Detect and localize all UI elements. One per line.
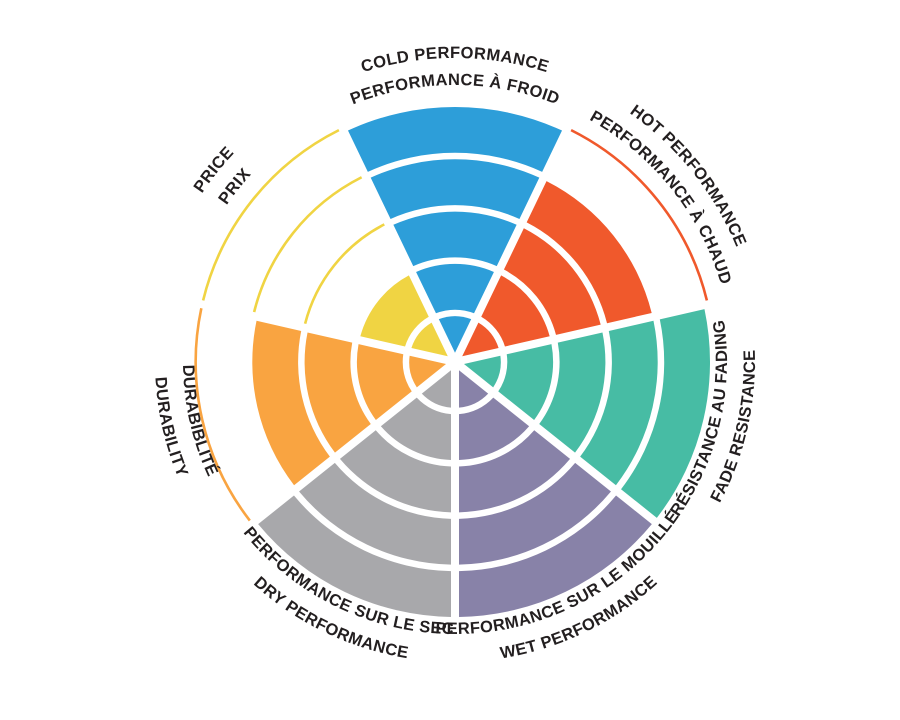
fade-resistance-band-5 — [621, 309, 711, 518]
price-ring-outline-4 — [252, 176, 363, 313]
price-band-1 — [411, 322, 448, 357]
hot-performance-band-1 — [462, 322, 499, 357]
cold-performance-band-5 — [347, 107, 563, 172]
wet-performance-band-2 — [459, 397, 530, 461]
wet-performance-band-3 — [459, 430, 571, 513]
fade-resistance-band-4 — [580, 320, 658, 486]
durability-band-3 — [304, 332, 371, 453]
dry-performance-band-1 — [421, 370, 451, 408]
wet-performance-band-1 — [459, 370, 489, 408]
durability-ring-outline-5 — [194, 307, 251, 522]
hot-performance-band-4 — [526, 181, 652, 324]
fade-resistance-band-1 — [463, 355, 501, 388]
cold-performance-label-line-2: PERFORMANCE À FROID — [348, 71, 562, 108]
durability-band-1 — [409, 355, 447, 388]
dry-performance-band-4 — [299, 462, 451, 565]
cold-performance-band-2 — [416, 263, 494, 314]
dry-performance-band-5 — [258, 495, 451, 617]
hot-performance-ring-outline-5 — [570, 128, 709, 301]
durability-band-4 — [252, 320, 330, 486]
hot-performance-band-3 — [503, 228, 601, 335]
price-band-2 — [360, 275, 429, 347]
fade-resistance-band-2 — [498, 344, 554, 420]
wet-performance-band-4 — [459, 462, 611, 565]
price-ring-outline-5 — [201, 128, 340, 301]
fade-resistance-band-3 — [539, 332, 606, 453]
dry-performance-band-3 — [339, 430, 451, 513]
cold-performance-band-3 — [393, 211, 517, 267]
durability-band-2 — [356, 344, 412, 420]
dry-performance-band-2 — [380, 397, 451, 461]
price-ring-outline-3 — [303, 223, 385, 325]
wet-performance-band-5 — [459, 495, 652, 617]
cold-performance-band-1 — [438, 316, 472, 353]
cold-performance-band-4 — [370, 159, 540, 219]
hot-performance-band-2 — [481, 275, 550, 347]
hot-performance-label-line-1: HOT PERFORMANCE — [627, 102, 750, 250]
